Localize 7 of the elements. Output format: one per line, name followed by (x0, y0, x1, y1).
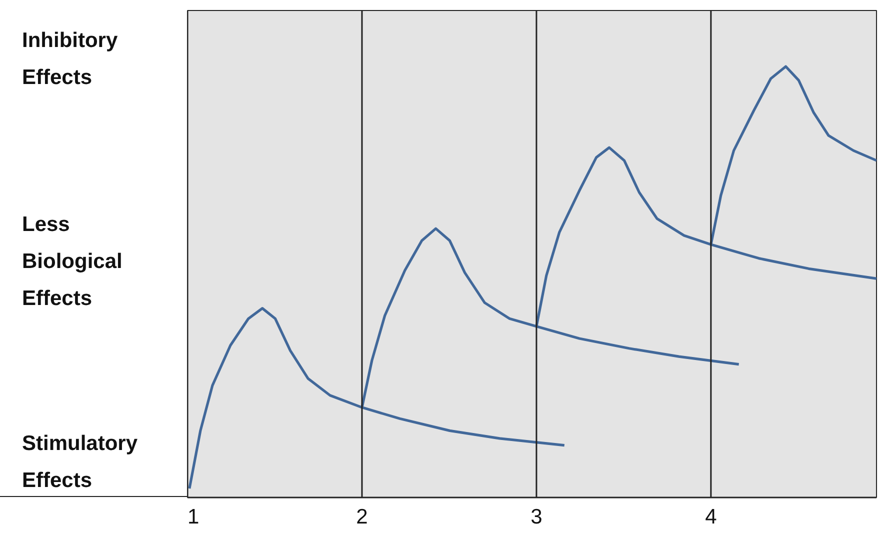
x-tick-label: 4 (705, 506, 718, 528)
text: Inhibitory Effects (22, 28, 118, 91)
x-tick-label: 3 (530, 506, 542, 528)
text: Stimulatory Effects (22, 431, 138, 494)
x-tick-label: 1 (188, 506, 200, 528)
x-tick-label: 2 (356, 506, 368, 528)
text: Less Biological Effects (22, 212, 122, 312)
